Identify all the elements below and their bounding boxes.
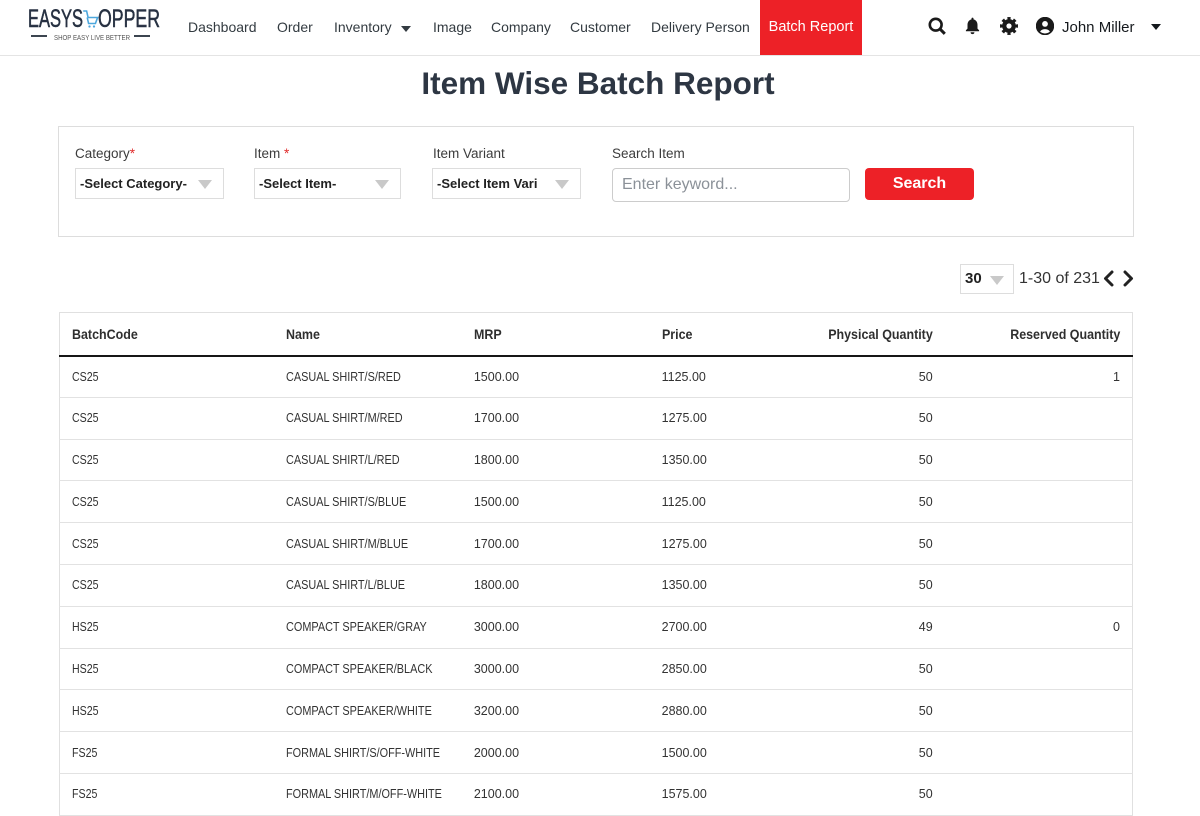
svg-text:SHOP EASY LIVE BETTER: SHOP EASY LIVE BETTER xyxy=(54,33,130,42)
svg-text:EASYS: EASYS xyxy=(28,6,83,33)
svg-text:OPPER: OPPER xyxy=(98,6,160,33)
